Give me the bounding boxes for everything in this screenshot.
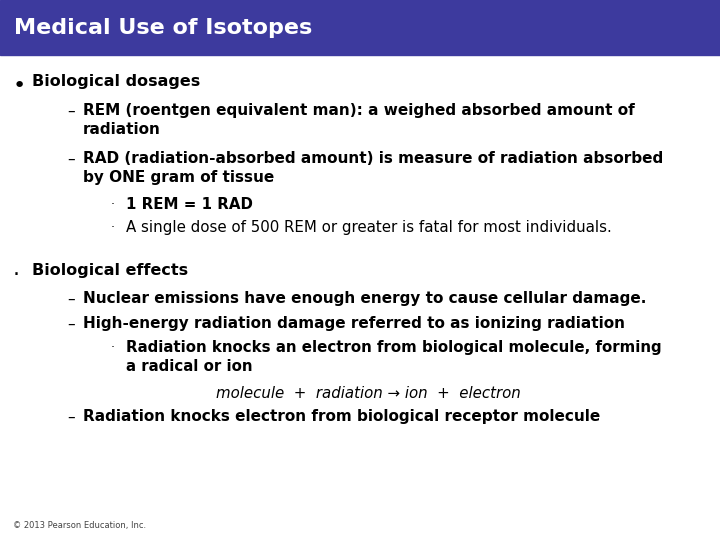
- Text: High-energy radiation damage referred to as ionizing radiation: High-energy radiation damage referred to…: [83, 316, 625, 331]
- Text: –: –: [67, 292, 75, 307]
- Text: 1 REM = 1 RAD: 1 REM = 1 RAD: [126, 197, 253, 212]
- Text: Medical Use of Isotopes: Medical Use of Isotopes: [14, 17, 312, 38]
- Text: Radiation knocks an electron from biological molecule, forming
a radical or ion: Radiation knocks an electron from biolog…: [126, 340, 662, 374]
- Text: © 2013 Pearson Education, Inc.: © 2013 Pearson Education, Inc.: [13, 521, 146, 530]
- Text: molecule  +  radiation → ion  +  electron: molecule + radiation → ion + electron: [216, 386, 521, 401]
- Text: ·: ·: [12, 265, 19, 285]
- Text: •: •: [12, 76, 25, 96]
- Text: ·: ·: [110, 198, 114, 211]
- Text: Biological dosages: Biological dosages: [32, 74, 201, 89]
- Text: –: –: [67, 152, 75, 167]
- Text: ·: ·: [110, 341, 114, 354]
- Text: Radiation knocks electron from biological receptor molecule: Radiation knocks electron from biologica…: [83, 409, 600, 424]
- Text: REM (roentgen equivalent man): a weighed absorbed amount of
radiation: REM (roentgen equivalent man): a weighed…: [83, 103, 634, 137]
- Text: –: –: [67, 317, 75, 332]
- Text: ·: ·: [110, 221, 114, 234]
- Text: –: –: [67, 104, 75, 119]
- Bar: [0, 0, 720, 55]
- Text: RAD (radiation-absorbed amount) is measure of radiation absorbed
by ONE gram of : RAD (radiation-absorbed amount) is measu…: [83, 151, 663, 185]
- Text: Nuclear emissions have enough energy to cause cellular damage.: Nuclear emissions have enough energy to …: [83, 291, 646, 306]
- Text: –: –: [67, 410, 75, 425]
- Text: Biological effects: Biological effects: [32, 263, 189, 278]
- Text: A single dose of 500 REM or greater is fatal for most individuals.: A single dose of 500 REM or greater is f…: [126, 220, 612, 235]
